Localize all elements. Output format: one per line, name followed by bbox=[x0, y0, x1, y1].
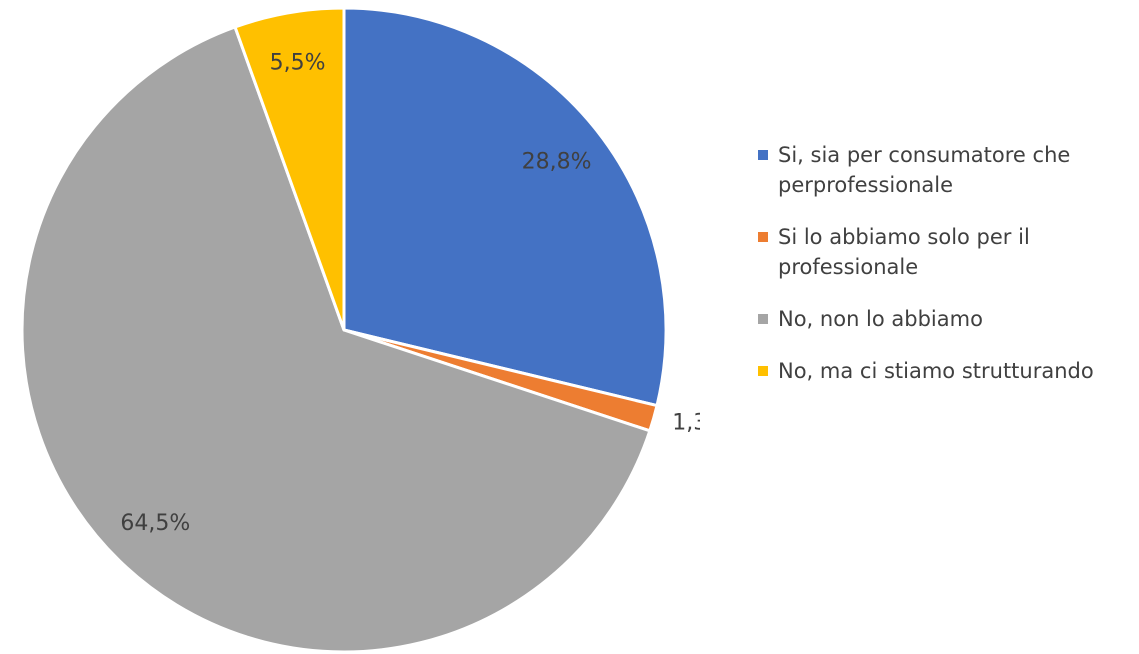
legend-swatch bbox=[758, 366, 768, 376]
data-label: 28,8% bbox=[522, 150, 592, 175]
legend-swatch bbox=[758, 150, 768, 160]
legend-label: No, ma ci stiamo strutturando bbox=[778, 359, 1094, 383]
pie-slice bbox=[233, 6, 346, 332]
data-label: 64,5% bbox=[120, 511, 190, 536]
legend-item: Si, sia per consumatore che perprofessio… bbox=[758, 140, 1128, 200]
legend-label: Si, sia per consumatore che perprofessio… bbox=[778, 143, 1071, 197]
data-label: 5,5% bbox=[270, 51, 326, 76]
legend-swatch bbox=[758, 314, 768, 324]
data-label: 1,3% bbox=[672, 411, 700, 436]
chart: 28,8% 1,3% 64,5% 5,5% bbox=[20, 6, 700, 654]
pie-slice bbox=[20, 25, 652, 654]
legend-swatch bbox=[758, 232, 768, 242]
legend-item: No, ma ci stiamo strutturando bbox=[758, 356, 1128, 386]
legend-label: Si lo abbiamo solo per il professionale bbox=[778, 225, 1030, 279]
legend: Si, sia per consumatore che perprofessio… bbox=[758, 140, 1128, 408]
pie-slice bbox=[342, 6, 668, 408]
legend-item: No, non lo abbiamo bbox=[758, 304, 1128, 334]
legend-label: No, non lo abbiamo bbox=[778, 307, 983, 331]
legend-item: Si lo abbiamo solo per il professionale bbox=[758, 222, 1128, 282]
